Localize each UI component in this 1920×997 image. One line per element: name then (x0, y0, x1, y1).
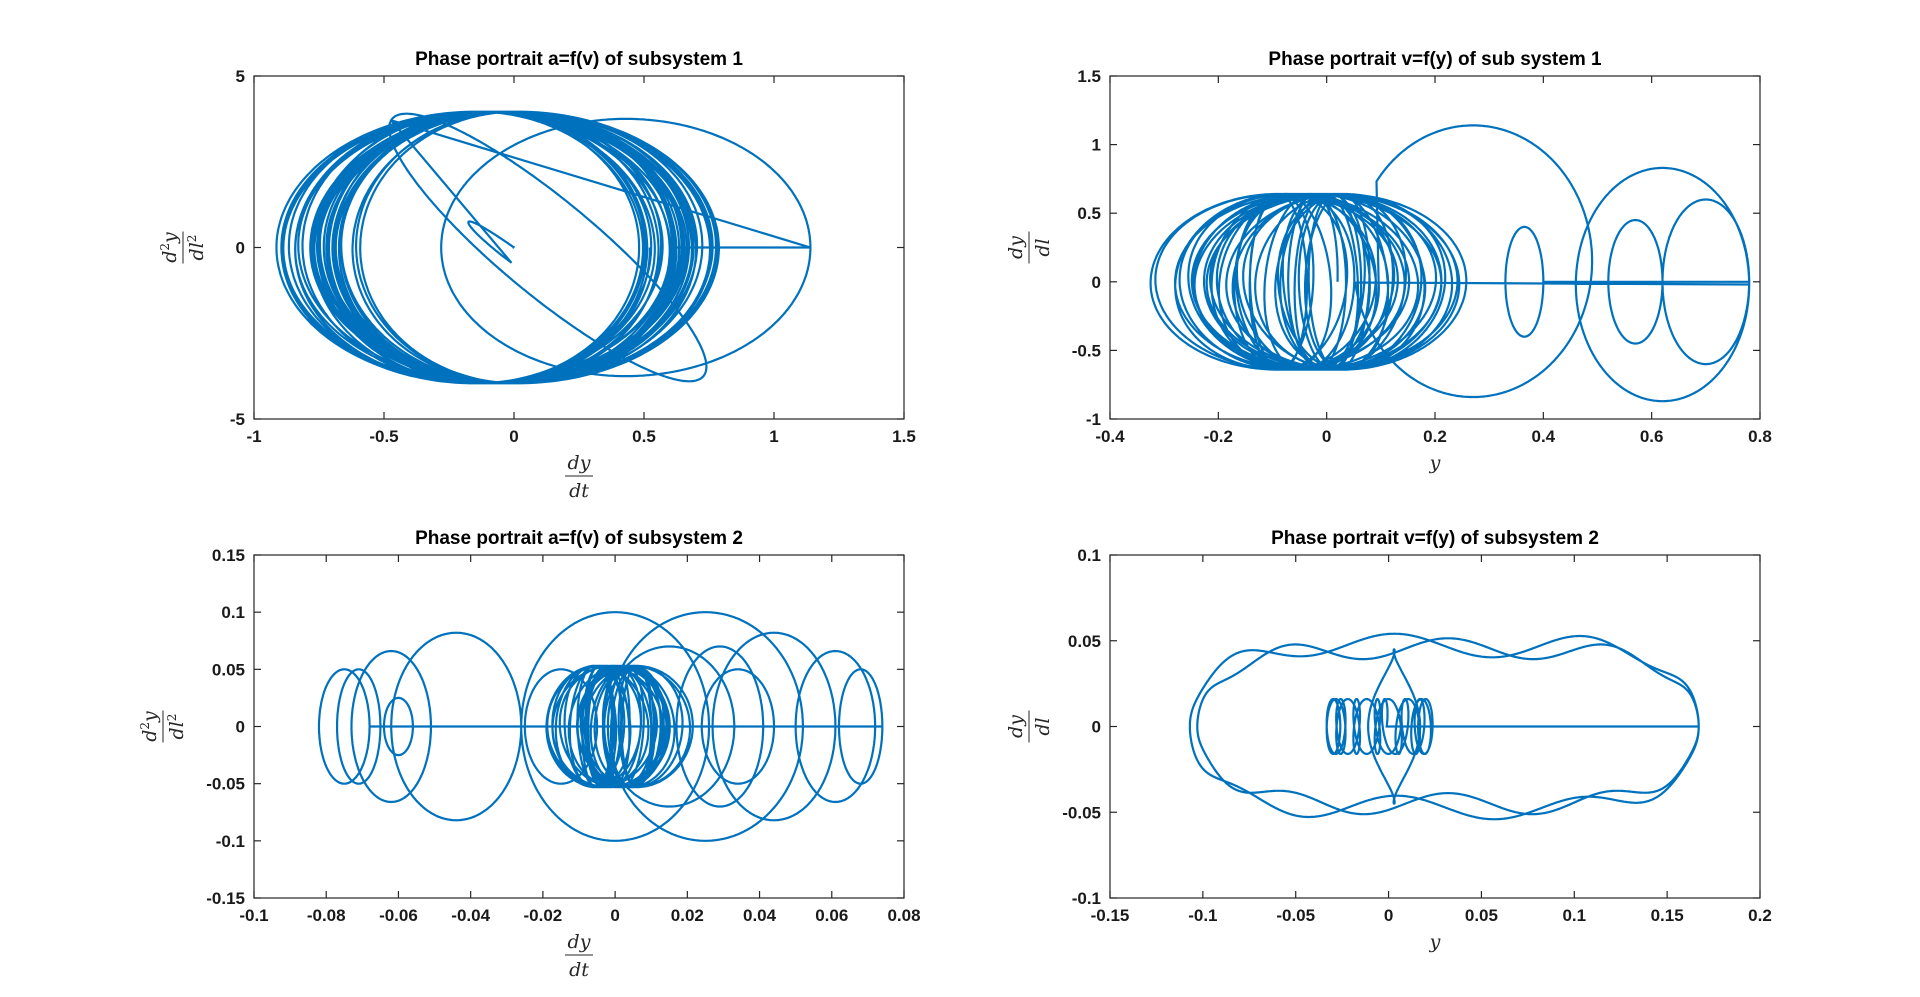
x-tick-label: -0.08 (307, 906, 346, 925)
y-tick-label: 5 (236, 67, 245, 86)
y-tick-label: 0.5 (1077, 204, 1101, 223)
x-tick-label: 0 (610, 906, 619, 925)
y-axis-label-numerator: dy (1005, 236, 1027, 259)
y-tick-label: -0.1 (1072, 889, 1101, 908)
x-tick-label: 1.5 (892, 427, 916, 446)
x-tick-label: -0.4 (1095, 427, 1125, 446)
x-tick-label: 0.08 (887, 906, 920, 925)
chart-title: Phase portrait a=f(v) of subsystem 2 (415, 528, 743, 549)
chart-title: Phase portrait v=f(y) of subsystem 2 (1271, 528, 1599, 549)
x-axis-label-numerator: dy (568, 452, 591, 474)
y-axis-label-denominator: dl2 (165, 714, 188, 740)
trajectory-line (1149, 124, 1751, 403)
x-tick-label: 0.05 (1465, 906, 1498, 925)
y-axis-label-numerator: dy (1005, 715, 1027, 738)
y-tick-label: 0 (236, 718, 245, 737)
y-axis-label-denominator: dl (1032, 238, 1054, 256)
x-tick-label: 0 (1384, 906, 1393, 925)
trajectory-line (317, 611, 884, 842)
x-tick-label: 0.2 (1423, 427, 1447, 446)
y-axis-label: dy dl (1005, 710, 1054, 743)
x-tick-label: 1 (769, 427, 778, 446)
y-tick-label: 0.1 (221, 603, 245, 622)
chart-3: -0.1 -0.08 -0.06 -0.04 -0.02 0 0.02 0.04 0.06 0.0… (138, 528, 921, 981)
x-tick-label: -0.04 (451, 906, 490, 925)
y-tick-label: -0.15 (206, 889, 245, 908)
x-tick-label: 0 (509, 427, 518, 446)
y-axis-label-numerator: d2y (138, 711, 161, 742)
y-tick-label: 1.5 (1077, 67, 1101, 86)
trajectory-line (1188, 632, 1700, 821)
trajectory-line (275, 110, 812, 385)
x-tick-label: 0 (1322, 427, 1331, 446)
y-tick-label: 0 (1092, 273, 1101, 292)
y-tick-label: 0 (236, 239, 245, 258)
y-tick-label: -0.5 (1072, 341, 1101, 360)
chart-1: -1 -0.5 0 0.5 1 1.5 -5 0 5 Phase portrait a=f(v) … (158, 49, 916, 502)
x-tick-label: -1 (246, 427, 261, 446)
y-tick-label: 0.05 (212, 660, 245, 679)
x-tick-label: 0.04 (743, 906, 777, 925)
chart-2: -0.4 -0.2 0 0.2 0.4 0.6 0.8 -1 -0.5 0 0.5 1 1.5 Phase… (1005, 49, 1772, 474)
x-tick-label: 0.4 (1532, 427, 1556, 446)
y-tick-label: 0.15 (212, 546, 245, 565)
y-axis-label-denominator: dl (1032, 717, 1054, 735)
y-tick-label: 0 (1092, 718, 1101, 737)
x-tick-label: 0.1 (1562, 906, 1586, 925)
chart-4: -0.15 -0.1 -0.05 0 0.05 0.1 0.15 0.2-0.1-0.0500… (1005, 528, 1772, 953)
x-tick-label: 0.8 (1748, 427, 1772, 446)
y-axis-label-numerator: d2y (158, 232, 181, 263)
x-tick-label: -0.5 (369, 427, 398, 446)
x-tick-label: -0.06 (379, 906, 418, 925)
x-axis-label-denominator: dt (569, 959, 589, 981)
x-tick-label: -0.02 (524, 906, 563, 925)
y-tick-label: -0.05 (1062, 803, 1101, 822)
y-tick-label: -5 (230, 410, 245, 429)
y-tick-label: -0.1 (216, 832, 245, 851)
y-tick-label: 0.05 (1068, 632, 1101, 651)
y-axis-label-denominator: dl2 (185, 235, 208, 261)
x-tick-label: 0.06 (815, 906, 848, 925)
x-tick-label: -0.2 (1204, 427, 1233, 446)
y-tick-label: 1 (1092, 136, 1101, 155)
y-tick-label: -1 (1086, 410, 1101, 429)
x-tick-label: 0.6 (1640, 427, 1664, 446)
chart-title: Phase portrait v=f(y) of sub system 1 (1268, 49, 1602, 70)
x-tick-label: -0.15 (1091, 906, 1130, 925)
x-tick-label: -0.1 (1188, 906, 1217, 925)
x-tick-label: 0.5 (632, 427, 656, 446)
x-axis-label-denominator: dt (569, 480, 589, 502)
chart-title: Phase portrait a=f(v) of subsystem 1 (415, 49, 743, 70)
x-axis-label: y (1429, 931, 1441, 953)
x-tick-label: -0.1 (239, 906, 268, 925)
x-axis-label: y (1429, 452, 1441, 474)
x-axis-label-numerator: dy (568, 931, 591, 953)
y-axis-label: dy dl (1005, 231, 1054, 264)
x-tick-label: 0.15 (1651, 906, 1684, 925)
x-tick-label: -0.05 (1276, 906, 1315, 925)
y-tick-label: 0.1 (1077, 546, 1101, 565)
x-tick-label: 0.02 (671, 906, 704, 925)
x-tick-label: 0.2 (1748, 906, 1772, 925)
y-tick-label: -0.05 (206, 775, 245, 794)
